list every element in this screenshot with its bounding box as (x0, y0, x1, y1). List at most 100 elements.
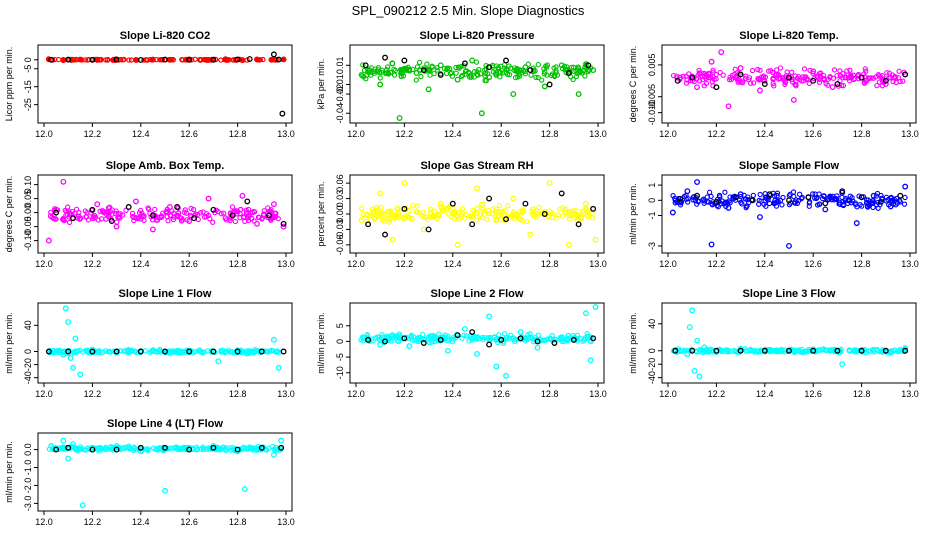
data-point (839, 361, 846, 368)
chart-panel-6: Slope Sample Flow 12.0 12.2 12.4 12.6 12.8 13.… (628, 160, 919, 269)
background-point (750, 192, 756, 199)
data-point (162, 56, 168, 63)
y-tick-label: 5 (335, 323, 345, 328)
background-point (194, 211, 201, 218)
background-point (263, 447, 270, 453)
background-point (459, 335, 465, 341)
data-point (585, 62, 592, 69)
series-overlay (48, 51, 286, 117)
data-point (60, 178, 67, 185)
background-point (412, 337, 418, 343)
background-point (77, 444, 84, 450)
data-point (713, 84, 720, 91)
data-point (592, 236, 599, 243)
data-point (65, 444, 72, 451)
background-point (222, 446, 228, 453)
background-point (419, 213, 425, 219)
x-tick-label: 12.0 (347, 259, 365, 269)
background-point (885, 197, 891, 203)
data-point (89, 446, 96, 453)
background-point (480, 206, 486, 212)
background-point (582, 73, 588, 79)
background-point (182, 207, 188, 213)
background-point (755, 66, 761, 73)
chart-panel-7: Slope Line 1 Flow 12.0 12.2 12.4 12.6 12.8 13.… (4, 288, 295, 399)
data-point (48, 56, 55, 63)
data-point (732, 194, 739, 201)
background-point (188, 205, 194, 212)
background-point (255, 214, 262, 220)
background-point (434, 67, 440, 73)
data-point (684, 188, 691, 195)
y-tick-label: -5 (335, 353, 345, 361)
background-point (131, 214, 137, 221)
data-point (822, 200, 829, 207)
data-point (210, 348, 217, 355)
background-point (743, 73, 749, 79)
background-point (386, 219, 392, 225)
y-tick-label: -20 (647, 358, 657, 371)
data-point (810, 347, 817, 354)
background-point (749, 67, 756, 74)
background-point (709, 201, 715, 207)
background-point (453, 64, 459, 71)
background-point (726, 77, 733, 83)
background-point (381, 218, 387, 224)
y-tick-label: -2.0 (23, 478, 33, 494)
background-point (682, 193, 688, 200)
background-point (523, 218, 530, 225)
background-point (569, 208, 575, 215)
background-point (432, 339, 438, 345)
data-point (401, 335, 408, 342)
background-point (133, 215, 139, 221)
x-tick-label: 12.6 (804, 389, 822, 399)
background-point (438, 204, 444, 210)
background-point (429, 214, 435, 220)
background-point (713, 71, 719, 78)
data-point (420, 226, 427, 233)
background-point (128, 446, 134, 452)
background-point (165, 348, 172, 354)
background-point (364, 218, 370, 224)
series-overlay (362, 54, 592, 88)
data-point (718, 49, 725, 56)
background-point (771, 200, 777, 206)
series-overlay (365, 190, 597, 238)
data-point (858, 74, 865, 81)
x-tick-label: 12.4 (132, 129, 150, 139)
background-point (816, 79, 823, 85)
background-point (817, 73, 823, 79)
data-point (493, 363, 500, 370)
x-tick-label: 12.6 (492, 259, 510, 269)
background-point (254, 348, 260, 354)
background-point (724, 347, 731, 354)
background-point (195, 348, 202, 354)
data-point (858, 347, 865, 354)
data-point (254, 56, 260, 63)
x-tick-label: 12.8 (229, 129, 247, 139)
background-point (47, 349, 53, 356)
data-point (503, 372, 509, 379)
background-point (535, 61, 541, 68)
data-point (672, 347, 679, 354)
data-point (205, 195, 212, 202)
x-tick-label: 13.0 (589, 389, 607, 399)
background-point (157, 214, 163, 220)
background-point (358, 206, 365, 212)
background-point (519, 334, 525, 340)
background-point (589, 215, 596, 221)
data-point (108, 218, 115, 224)
background-point (414, 203, 420, 209)
data-point (737, 71, 744, 78)
background-point (218, 211, 224, 217)
x-tick-label: 12.2 (84, 259, 102, 269)
y-axis-label: degrees C per min. (4, 176, 14, 253)
data-point (53, 348, 60, 355)
x-tick-label: 12.0 (35, 259, 53, 269)
data-point (474, 351, 480, 357)
background-point (529, 208, 535, 214)
background-point (496, 202, 503, 209)
background-point (810, 191, 816, 197)
background-point (244, 215, 251, 221)
background-point (72, 446, 79, 452)
